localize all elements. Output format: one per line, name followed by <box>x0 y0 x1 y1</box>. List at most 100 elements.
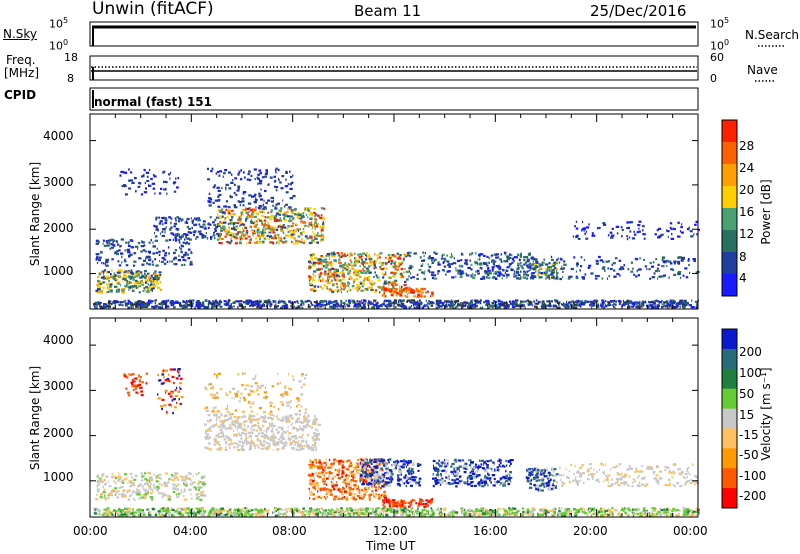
power-cell <box>495 272 497 275</box>
power-cell <box>487 306 490 309</box>
power-cell <box>523 273 526 276</box>
power-cell <box>544 274 549 277</box>
power-cell <box>216 238 220 241</box>
power-cell <box>427 290 429 293</box>
velocity-cell <box>408 514 411 517</box>
power-cell <box>489 305 492 308</box>
power-cell <box>144 272 146 275</box>
power-cell <box>531 277 534 280</box>
power-cell <box>227 299 231 302</box>
power-cell <box>270 301 272 304</box>
power-cell <box>548 277 550 280</box>
velocity-cell <box>254 508 258 511</box>
velocity-cell <box>607 513 610 516</box>
power-cell <box>389 288 393 291</box>
velocity-cell <box>691 513 695 516</box>
velocity-cell <box>537 514 540 517</box>
power-cell <box>596 260 599 263</box>
velocity-cell <box>272 511 274 514</box>
power-cell <box>422 287 426 291</box>
power-cell <box>502 301 505 304</box>
power-cell <box>643 301 647 304</box>
velocity-cell <box>642 509 644 512</box>
power-cell <box>310 288 314 291</box>
velocity-cell <box>546 511 550 514</box>
power-cell <box>673 262 676 265</box>
velocity-cell <box>403 507 407 510</box>
power-cell <box>329 280 332 284</box>
power-cell <box>164 251 168 255</box>
power-cell <box>218 174 220 177</box>
power-cell <box>173 225 177 228</box>
power-cell <box>303 220 306 224</box>
power-cell <box>640 303 643 306</box>
power-cell <box>694 223 697 226</box>
power-cell <box>211 306 213 309</box>
power-cell <box>233 206 238 209</box>
power-cell <box>153 175 157 178</box>
power-cell <box>466 274 470 277</box>
power-cell <box>219 170 223 173</box>
velocity-cell <box>96 480 98 483</box>
power-cell <box>234 236 238 239</box>
power-cell <box>193 234 196 237</box>
velocity-cell <box>349 514 352 517</box>
power-cell <box>237 173 240 176</box>
power-cell <box>159 306 164 309</box>
power-cell <box>276 233 280 237</box>
power-cell <box>376 257 379 260</box>
power-cell <box>356 271 360 274</box>
velocity-cell <box>405 513 408 516</box>
power-cell <box>159 260 161 263</box>
velocity-cell <box>155 512 157 515</box>
velocity-cell <box>476 509 480 512</box>
power-cell <box>324 303 327 307</box>
velocity-cell <box>422 514 426 517</box>
velocity-cell <box>451 512 453 516</box>
velocity-cell <box>483 509 485 512</box>
power-cell <box>364 253 367 257</box>
power-cell <box>421 259 425 262</box>
power-cell <box>512 305 515 308</box>
power-cell <box>310 278 312 281</box>
power-cell <box>384 295 387 298</box>
power-cell <box>348 276 352 279</box>
power-cell <box>431 261 434 264</box>
power-cell <box>280 306 284 309</box>
velocity-cell <box>193 514 197 517</box>
power-cell <box>348 303 350 306</box>
power-cell <box>138 257 142 260</box>
velocity-cell <box>414 510 418 513</box>
velocity-cell <box>401 509 405 512</box>
velocity-cell <box>639 511 641 515</box>
velocity-cell <box>632 508 634 511</box>
power-cell <box>266 302 269 305</box>
power-cell <box>219 232 222 235</box>
power-cell <box>290 181 293 184</box>
power-cell <box>666 300 669 303</box>
velocity-cell <box>651 507 655 510</box>
power-cell <box>364 289 366 292</box>
power-cell <box>454 302 457 305</box>
power-cell <box>224 205 228 208</box>
power-cell <box>526 277 529 280</box>
power-cell <box>242 227 244 230</box>
power-cell <box>344 286 346 289</box>
power-cell <box>147 276 151 279</box>
xtick-1: 04:00 <box>173 524 208 538</box>
power-cell <box>200 304 204 307</box>
nsearch-label: N.Search <box>745 28 800 42</box>
power-cell <box>519 270 522 273</box>
power-cell <box>168 216 171 219</box>
power-cell <box>338 258 341 261</box>
power-cell <box>102 277 105 280</box>
power-cell <box>601 299 605 302</box>
velocity-cell <box>241 514 244 517</box>
power-cell <box>278 213 281 216</box>
power-cell <box>259 211 263 214</box>
power-cell <box>481 267 483 270</box>
power-cell <box>406 287 410 290</box>
power-cell <box>219 210 223 213</box>
velocity-cell <box>121 509 123 512</box>
power-cell <box>155 216 158 219</box>
